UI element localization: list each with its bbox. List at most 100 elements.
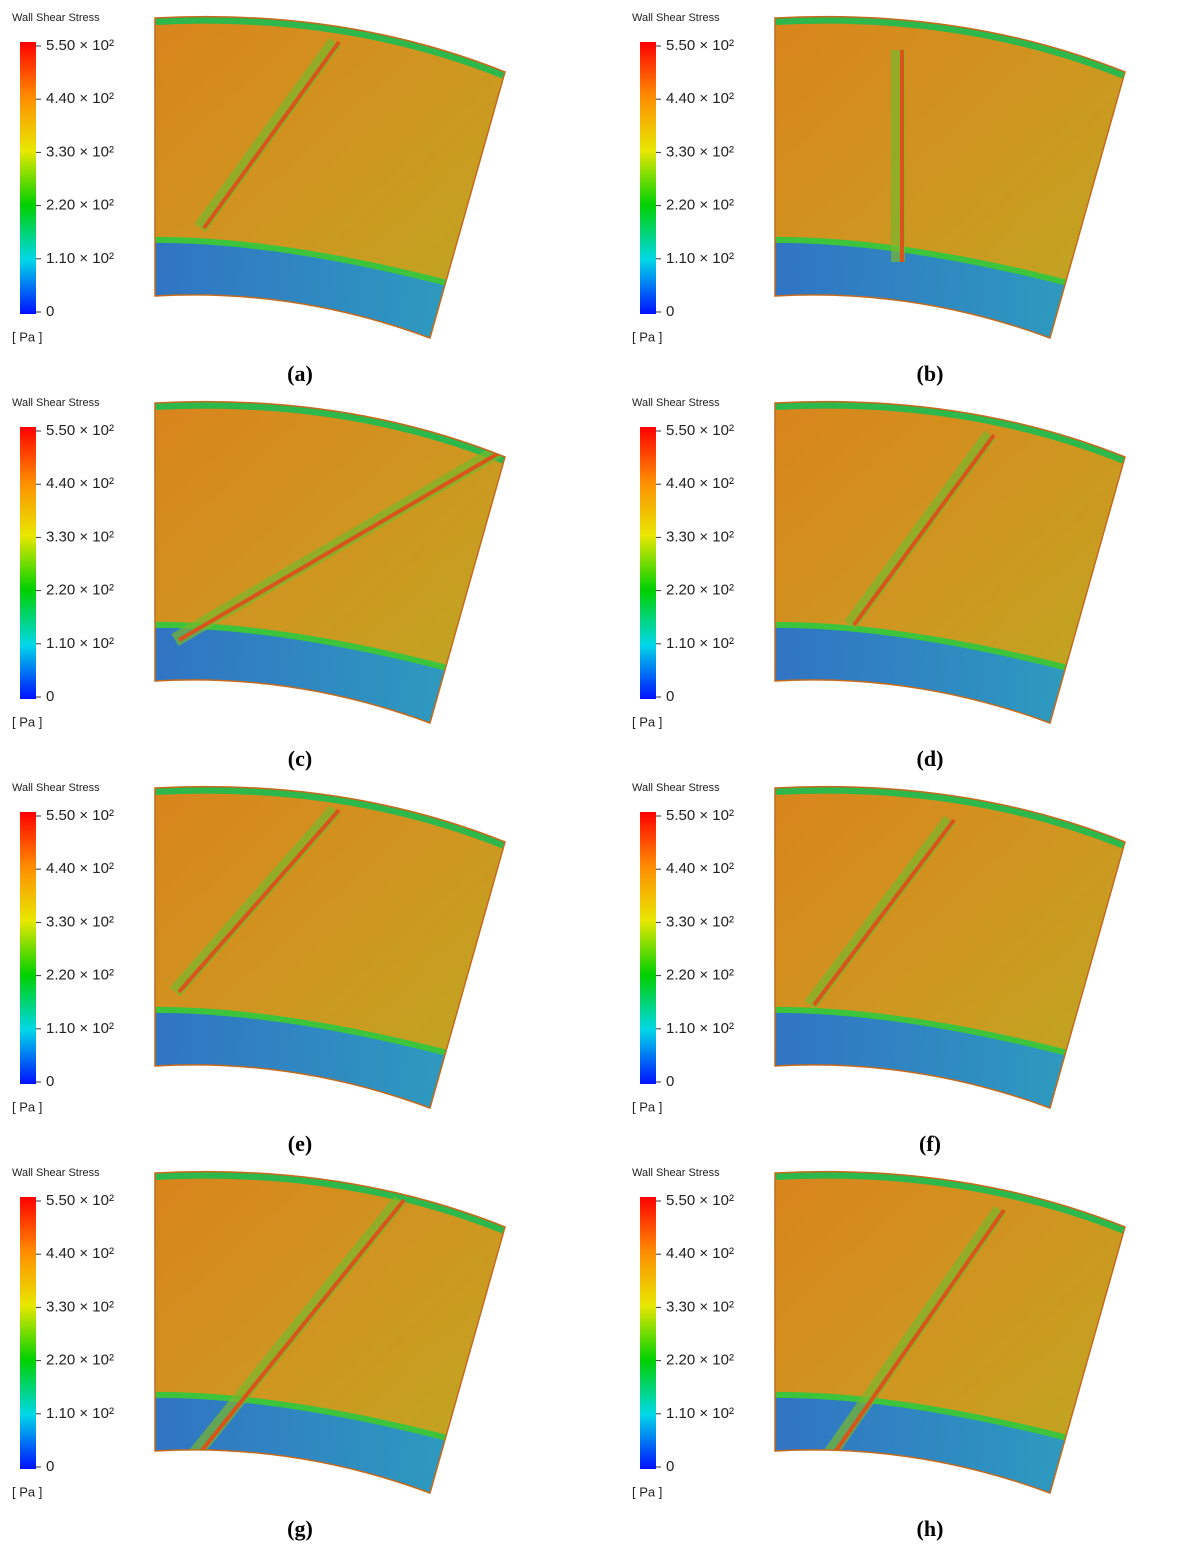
colorbar-label: 4.40 × 10² bbox=[666, 475, 734, 492]
blade-wake bbox=[814, 1205, 1006, 1473]
colorbar bbox=[20, 42, 36, 314]
colorbar-label: 3.30 × 10² bbox=[666, 528, 734, 545]
colorbar bbox=[640, 812, 656, 1084]
colorbar-label: 4.40 × 10² bbox=[46, 475, 114, 492]
colorbar-label: 1.10 × 10² bbox=[666, 250, 734, 267]
unit-label: [ Pa ] bbox=[12, 1484, 42, 1499]
colorbar bbox=[20, 812, 36, 1084]
colorbar-label: 2.20 × 10² bbox=[46, 1352, 114, 1369]
contour-outline bbox=[154, 15, 506, 339]
colorbar-label: 0 bbox=[46, 303, 54, 320]
panel: Wall Shear Stress 5.50 × 10² 4.40 × 10² 3.3… bbox=[632, 1167, 1126, 1541]
hub-edge bbox=[775, 1391, 1076, 1443]
colorbar-label: 3.30 × 10² bbox=[46, 143, 114, 160]
colorbar-label: 0 bbox=[666, 688, 674, 705]
colorbar-label: 4.40 × 10² bbox=[666, 860, 734, 877]
colorbar-label: 4.40 × 10² bbox=[46, 860, 114, 877]
panel: Wall Shear Stress 5.50 × 10² 4.40 × 10² 3.3… bbox=[632, 782, 1126, 1156]
blade-edge bbox=[177, 808, 341, 994]
colorbar-label: 5.50 × 10² bbox=[666, 422, 734, 439]
colorbar-label: 5.50 × 10² bbox=[46, 37, 114, 54]
hub-edge bbox=[775, 621, 1076, 673]
blade-edge bbox=[852, 433, 996, 627]
colorbar-label: 0 bbox=[666, 1458, 674, 1475]
colorbar-label: 0 bbox=[46, 1458, 54, 1475]
contour bbox=[775, 16, 1125, 338]
colorbar bbox=[640, 42, 656, 314]
hub-edge bbox=[155, 621, 456, 673]
contour-outline bbox=[154, 400, 506, 724]
colorbar-label: 5.50 × 10² bbox=[46, 422, 114, 439]
colorbar-label: 2.20 × 10² bbox=[666, 967, 734, 984]
colorbar-label: 3.30 × 10² bbox=[46, 528, 114, 545]
colorbar-label: 2.20 × 10² bbox=[46, 197, 114, 214]
colorbar-label: 2.20 × 10² bbox=[666, 197, 734, 214]
colorbar-label: 0 bbox=[46, 1073, 54, 1090]
colorbar-label: 1.10 × 10² bbox=[666, 635, 734, 652]
unit-label: [ Pa ] bbox=[632, 714, 662, 729]
colorbar-label: 4.40 × 10² bbox=[666, 1245, 734, 1262]
panel: Wall Shear Stress 5.50 × 10² 4.40 × 10² 3.3… bbox=[12, 782, 506, 1156]
caption: (c) bbox=[288, 746, 312, 771]
colorbar-label: 2.20 × 10² bbox=[666, 1352, 734, 1369]
blade-edge bbox=[812, 818, 956, 1007]
colorbar-label: 5.50 × 10² bbox=[46, 807, 114, 824]
colorbar-label: 2.20 × 10² bbox=[46, 967, 114, 984]
panel: Wall Shear Stress 5.50 × 10² 4.40 × 10² 3.3… bbox=[12, 1167, 506, 1541]
caption: (e) bbox=[288, 1131, 312, 1156]
blade-edge bbox=[177, 448, 505, 642]
colorbar-label: 3.30 × 10² bbox=[46, 1298, 114, 1315]
colorbar-label: 1.10 × 10² bbox=[46, 250, 114, 267]
caption: (g) bbox=[287, 1516, 313, 1541]
colorbar-label: 5.50 × 10² bbox=[666, 1192, 734, 1209]
contour bbox=[155, 401, 505, 723]
contour bbox=[775, 786, 1125, 1108]
contour bbox=[155, 1171, 505, 1493]
colorbar bbox=[20, 1197, 36, 1469]
contour-outline bbox=[774, 1170, 1126, 1494]
contour bbox=[775, 1171, 1125, 1493]
contour-outline bbox=[774, 785, 1126, 1109]
colorbar-label: 3.30 × 10² bbox=[666, 143, 734, 160]
colorbar-label: 1.10 × 10² bbox=[46, 1020, 114, 1037]
blade-wake bbox=[844, 430, 996, 630]
blade-wake bbox=[171, 443, 504, 647]
colorbar-label: 4.40 × 10² bbox=[46, 1245, 114, 1262]
caption: (a) bbox=[287, 361, 313, 386]
hub-edge bbox=[775, 1006, 1076, 1058]
colorbar-label: 0 bbox=[666, 303, 674, 320]
contour bbox=[775, 401, 1125, 723]
colorbar-label: 5.50 × 10² bbox=[46, 1192, 114, 1209]
hub-edge bbox=[155, 1006, 456, 1058]
colorbar-label: 1.10 × 10² bbox=[666, 1405, 734, 1422]
hub-edge bbox=[155, 236, 456, 288]
contour bbox=[155, 16, 505, 338]
legend-title: Wall Shear Stress bbox=[632, 782, 720, 794]
colorbar-label: 5.50 × 10² bbox=[666, 37, 734, 54]
colorbar-label: 2.20 × 10² bbox=[666, 582, 734, 599]
unit-label: [ Pa ] bbox=[632, 1484, 662, 1499]
panel: Wall Shear Stress 5.50 × 10² 4.40 × 10² 3.3… bbox=[12, 12, 506, 386]
panel: Wall Shear Stress 5.50 × 10² 4.40 × 10² 3.3… bbox=[632, 397, 1126, 771]
unit-label: [ Pa ] bbox=[12, 329, 42, 344]
colorbar-label: 1.10 × 10² bbox=[46, 635, 114, 652]
legend-title: Wall Shear Stress bbox=[12, 397, 100, 409]
caption: (h) bbox=[917, 1516, 944, 1541]
colorbar bbox=[640, 427, 656, 699]
colorbar-label: 5.50 × 10² bbox=[666, 807, 734, 824]
caption: (d) bbox=[917, 746, 944, 771]
blade-edge bbox=[822, 1208, 1006, 1470]
colorbar bbox=[20, 427, 36, 699]
unit-label: [ Pa ] bbox=[632, 329, 662, 344]
contour-outline bbox=[154, 785, 506, 1109]
blade-edge bbox=[192, 1198, 406, 1462]
colorbar-label: 2.20 × 10² bbox=[46, 582, 114, 599]
colorbar-label: 3.30 × 10² bbox=[46, 913, 114, 930]
colorbar-label: 3.30 × 10² bbox=[666, 913, 734, 930]
colorbar-label: 1.10 × 10² bbox=[666, 1020, 734, 1037]
legend-title: Wall Shear Stress bbox=[632, 397, 720, 409]
panel: Wall Shear Stress 5.50 × 10² 4.40 × 10² 3.3… bbox=[632, 12, 1126, 386]
hub-edge bbox=[775, 236, 1076, 288]
legend-title: Wall Shear Stress bbox=[12, 782, 100, 794]
